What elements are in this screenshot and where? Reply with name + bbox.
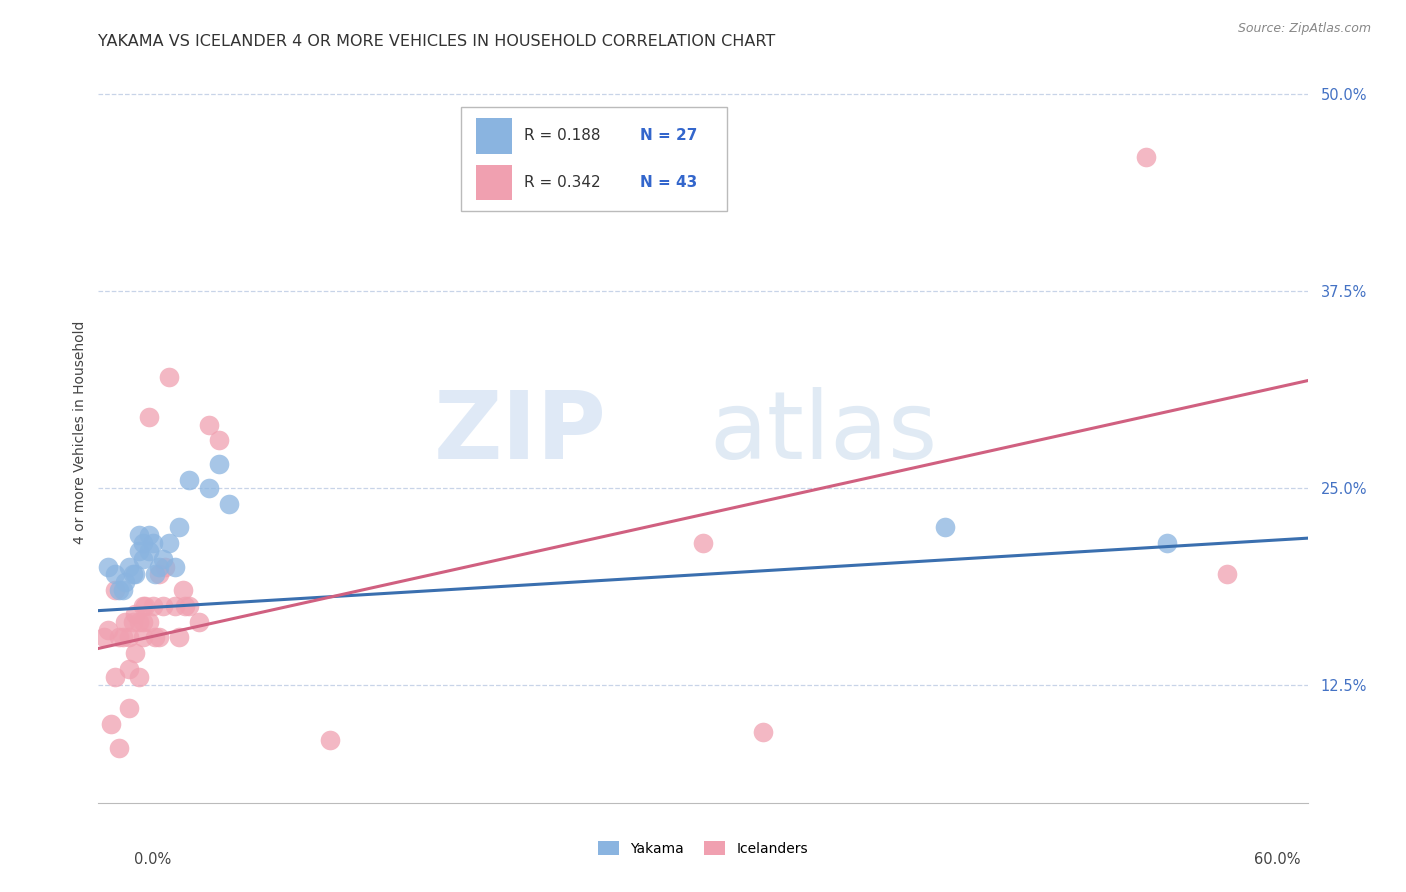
Point (1135, 150, 1157, 164)
Point (124, 567, 146, 582)
Point (118, 631, 141, 645)
Text: atlas: atlas (710, 386, 938, 479)
Point (103, 567, 125, 582)
Point (188, 615, 211, 629)
Point (218, 496, 240, 510)
Point (319, 732, 342, 747)
Point (107, 583, 129, 598)
Point (128, 528, 150, 542)
Point (208, 457, 231, 471)
Point (1156, 536, 1178, 550)
Y-axis label: 4 or more Vehicles in Household: 4 or more Vehicles in Household (73, 321, 87, 544)
Point (114, 575, 136, 590)
Point (167, 520, 190, 534)
Point (107, 740, 129, 755)
Text: Source: ZipAtlas.com: Source: ZipAtlas.com (1237, 22, 1371, 36)
Point (142, 536, 165, 550)
Point (1216, 567, 1239, 582)
Point (134, 599, 156, 613)
Point (128, 615, 150, 629)
Text: N = 27: N = 27 (640, 128, 697, 144)
Point (103, 670, 125, 684)
Point (111, 583, 134, 598)
Point (138, 615, 160, 629)
Point (163, 599, 186, 613)
Point (118, 559, 141, 574)
Text: YAKAMA VS ICELANDER 4 OR MORE VEHICLES IN HOUSEHOLD CORRELATION CHART: YAKAMA VS ICELANDER 4 OR MORE VEHICLES I… (98, 34, 776, 49)
Point (97, 559, 120, 574)
Point (157, 536, 180, 550)
Point (934, 520, 956, 534)
Point (132, 536, 155, 550)
Point (132, 551, 155, 566)
Point (752, 725, 775, 739)
Point (153, 559, 176, 574)
Text: ZIP: ZIP (433, 386, 606, 479)
Point (93, 631, 115, 645)
Text: N = 43: N = 43 (640, 175, 697, 190)
Point (121, 567, 143, 582)
Point (692, 536, 714, 550)
Point (148, 631, 170, 645)
Point (157, 370, 180, 384)
Point (148, 567, 170, 582)
Text: 0.0%: 0.0% (134, 852, 170, 867)
Point (97, 623, 120, 637)
Point (174, 599, 197, 613)
FancyBboxPatch shape (461, 107, 727, 211)
Legend: Yakama, Icelanders: Yakama, Icelanders (591, 834, 815, 863)
Point (163, 559, 186, 574)
Point (132, 631, 155, 645)
Point (114, 615, 136, 629)
Point (118, 701, 141, 715)
Point (128, 670, 150, 684)
Text: 60.0%: 60.0% (1254, 852, 1301, 867)
Point (172, 583, 194, 598)
Point (128, 543, 150, 558)
Point (152, 599, 174, 613)
Point (124, 646, 146, 660)
Point (132, 615, 155, 629)
Point (208, 434, 231, 448)
Point (143, 567, 166, 582)
Point (198, 481, 221, 495)
Point (138, 543, 160, 558)
Point (198, 417, 221, 432)
Point (132, 599, 155, 613)
Point (142, 599, 165, 613)
Point (124, 607, 146, 621)
Text: R = 0.188: R = 0.188 (524, 128, 600, 144)
Point (121, 615, 143, 629)
Point (138, 409, 160, 424)
Text: R = 0.342: R = 0.342 (524, 175, 600, 190)
Point (100, 717, 122, 731)
Point (148, 559, 170, 574)
Point (103, 583, 125, 598)
Point (167, 631, 190, 645)
Point (179, 473, 201, 487)
Point (111, 631, 134, 645)
Point (107, 631, 129, 645)
Point (179, 599, 201, 613)
FancyBboxPatch shape (475, 118, 512, 153)
Point (118, 662, 141, 676)
Point (143, 631, 166, 645)
FancyBboxPatch shape (475, 165, 512, 200)
Point (152, 551, 174, 566)
Point (138, 528, 160, 542)
